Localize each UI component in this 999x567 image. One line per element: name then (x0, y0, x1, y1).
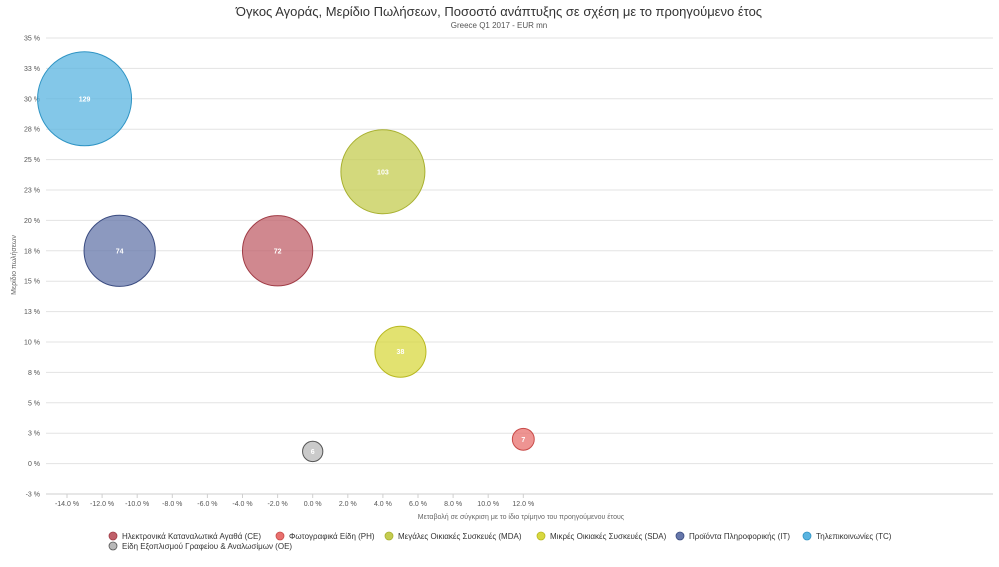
y-tick-label: 25 % (24, 157, 40, 164)
x-tick-label: 12.0 % (512, 501, 534, 508)
legend-marker (275, 531, 285, 541)
legend-item[interactable]: Ηλεκτρονικά Καταναλωτικά Αγαθά (CE) (108, 531, 261, 541)
y-tick-label: 30 % (24, 96, 40, 103)
legend-label: Προϊόντα Πληροφορικής (IT) (689, 532, 790, 541)
y-tick-label: -3 % (26, 492, 40, 499)
bubble-label: 6 (311, 449, 315, 456)
x-axis-ticks: -14.0 % -12.0 % -10.0 % -8.0 % -6.0 % -4.0 % -… (46, 493, 993, 508)
grid-lines (46, 37, 993, 495)
legend-marker (108, 541, 118, 551)
y-tick-label: 33 % (24, 66, 40, 73)
bubbles: 72 7 103 38 74 129 6 (37, 51, 535, 463)
bubble[interactable] (37, 51, 133, 147)
y-tick-label: 0 % (28, 461, 40, 468)
x-tick-label: 2.0 % (339, 501, 357, 508)
y-tick-label: 23 % (24, 188, 40, 195)
y-tick-label: 15 % (24, 279, 40, 286)
y-axis-ticks: 35 % 33 % 30 % 28 % 25 % 23 % 20 % 18 % 15 % 13 %… (24, 36, 40, 499)
legend-label: Είδη Εξοπλισμού Γραφείου & Αναλωσίμων (O… (122, 542, 292, 551)
y-tick-label: 13 % (24, 309, 40, 316)
bubble[interactable] (83, 214, 156, 287)
bubble-label: 7 (521, 437, 525, 444)
legend-item[interactable]: Φωτογραφικά Είδη (PH) (275, 531, 375, 541)
x-tick-label: -2.0 % (267, 501, 287, 508)
y-tick-label: 8 % (28, 370, 40, 377)
legend-marker (802, 531, 812, 541)
legend-label: Φωτογραφικά Είδη (PH) (289, 532, 375, 541)
y-tick-label: 28 % (24, 127, 40, 134)
legend-label: Μικρές Οικιακές Συσκευές (SDA) (550, 532, 667, 541)
bubble-label: 129 (79, 96, 91, 103)
legend-item[interactable]: Μεγάλες Οικιακές Συσκευές (MDA) (384, 531, 522, 541)
x-tick-label: -12.0 % (90, 501, 114, 508)
x-tick-label: -8.0 % (162, 501, 182, 508)
legend-label: Ηλεκτρονικά Καταναλωτικά Αγαθά (CE) (122, 532, 261, 541)
legend-marker (108, 531, 118, 541)
bubble-label: 103 (377, 169, 389, 176)
y-tick-label: 20 % (24, 218, 40, 225)
x-tick-label: -6.0 % (197, 501, 217, 508)
y-tick-label: 35 % (24, 36, 40, 43)
y-axis-label: Μερίδιο πωλήσεων (10, 235, 18, 295)
legend-item[interactable]: Μικρές Οικιακές Συσκευές (SDA) (536, 531, 667, 541)
x-tick-label: 8.0 % (444, 501, 462, 508)
legend-marker (675, 531, 685, 541)
bubble-label: 74 (116, 248, 124, 255)
bubble-label: 38 (397, 349, 405, 356)
x-tick-label: 4.0 % (374, 501, 392, 508)
bubble[interactable] (302, 440, 324, 463)
legend: Ηλεκτρονικά Καταναλωτικά Αγαθά (CE) Φωτογ… (108, 531, 892, 551)
x-tick-label: -14.0 % (55, 501, 79, 508)
x-tick-label: -10.0 % (125, 501, 149, 508)
bubble[interactable] (511, 427, 535, 451)
y-tick-label: 3 % (28, 431, 40, 438)
x-axis-label: Μεταβολή σε σύγκριση με το ίδιο τρίμηνο … (418, 513, 625, 521)
legend-label: Μεγάλες Οικιακές Συσκευές (MDA) (398, 532, 522, 541)
y-tick-label: 5 % (28, 400, 40, 407)
bubble[interactable] (374, 325, 427, 378)
chart-title: Όγκος Αγοράς, Μερίδιο Πωλήσεων, Ποσοστό … (235, 4, 762, 19)
x-tick-label: 0.0 % (304, 501, 322, 508)
legend-item[interactable]: Προϊόντα Πληροφορικής (IT) (675, 531, 790, 541)
legend-marker (384, 531, 394, 541)
y-tick-label: 10 % (24, 340, 40, 347)
legend-marker (536, 531, 546, 541)
legend-item[interactable]: Είδη Εξοπλισμού Γραφείου & Αναλωσίμων (O… (108, 541, 292, 551)
x-tick-label: 6.0 % (409, 501, 427, 508)
bubble-label: 72 (274, 248, 282, 255)
legend-item[interactable]: Τηλεπικοινωνίες (TC) (802, 531, 892, 541)
x-tick-label: -4.0 % (232, 501, 252, 508)
chart-subtitle: Greece Q1 2017 - EUR mn (451, 21, 547, 30)
y-tick-label: 18 % (24, 248, 40, 255)
legend-label: Τηλεπικοινωνίες (TC) (816, 532, 892, 541)
bubble[interactable] (241, 215, 314, 287)
bubble[interactable] (340, 129, 426, 215)
x-tick-label: 10.0 % (477, 501, 499, 508)
